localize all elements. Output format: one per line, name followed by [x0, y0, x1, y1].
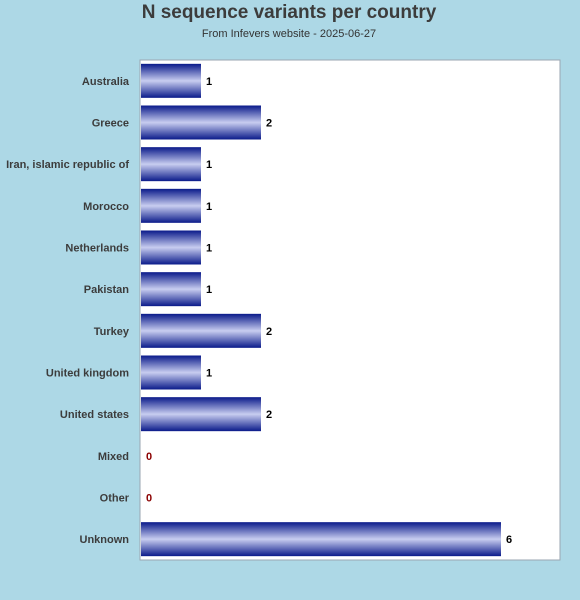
value-label: 2: [266, 118, 272, 130]
bar: [141, 105, 261, 140]
category-label: Other: [100, 493, 130, 505]
bar: [141, 63, 201, 98]
chart-subtitle: From Infevers website - 2025-06-27: [201, 28, 377, 40]
value-label: 1: [206, 159, 212, 171]
category-label: Morocco: [83, 201, 129, 213]
bar: [141, 230, 201, 265]
value-label: 0: [146, 451, 152, 463]
value-label: 2: [266, 326, 272, 338]
bar: [141, 355, 201, 390]
category-label: United kingdom: [46, 368, 129, 380]
value-label: 1: [206, 201, 212, 213]
value-label: 1: [206, 243, 212, 255]
bar: [141, 188, 201, 223]
category-label: Unknown: [80, 534, 130, 546]
value-label: 6: [506, 534, 512, 546]
bar: [141, 522, 501, 557]
bar: [141, 397, 261, 432]
category-label: Australia: [82, 76, 130, 88]
chart-title: N sequence variants per country: [141, 2, 437, 23]
plot-area: [139, 59, 561, 561]
category-label: United states: [60, 409, 129, 421]
bar: [141, 147, 201, 182]
category-label: Pakistan: [84, 284, 130, 296]
bar: [141, 272, 201, 307]
category-label: Netherlands: [65, 243, 129, 255]
category-label: Iran, islamic republic of: [6, 159, 129, 171]
category-label: Mixed: [98, 451, 129, 463]
value-label: 0: [146, 493, 152, 505]
category-label: Turkey: [94, 326, 130, 338]
value-label: 1: [206, 368, 212, 380]
value-label: 2: [266, 409, 272, 421]
value-label: 1: [206, 284, 212, 296]
value-label: 1: [206, 76, 212, 88]
category-label: Greece: [92, 118, 129, 130]
bar: [141, 313, 261, 348]
